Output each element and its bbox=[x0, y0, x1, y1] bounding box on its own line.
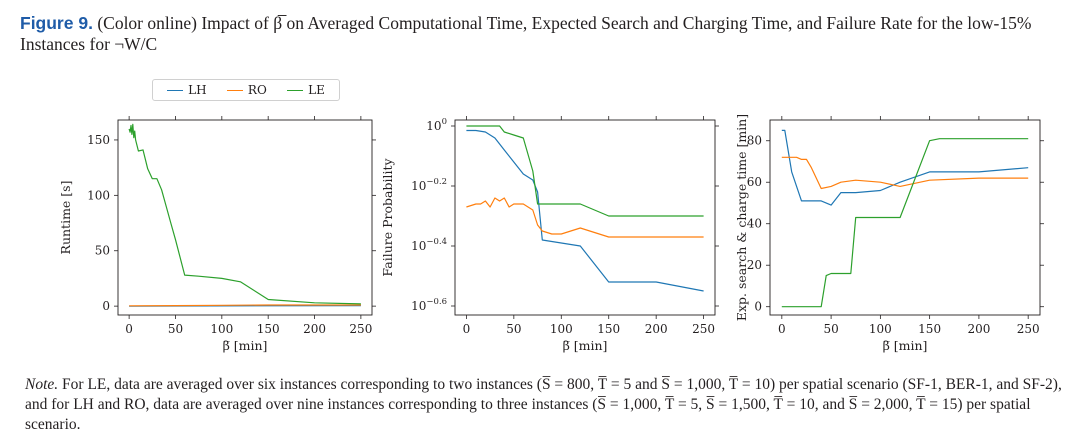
search-charge-xtick-label: 100 bbox=[869, 322, 892, 336]
runtime-chart: 0 50 100 150 200 250 0 50 100 150 β̅ [min] Runtime … bbox=[58, 116, 376, 353]
search-charge-xlabel: β̅ [min] bbox=[883, 338, 928, 353]
failure-xtick-label: 50 bbox=[506, 322, 521, 336]
search-charge-ytick-label: 0 bbox=[754, 300, 762, 314]
legend-entry-ro: RO bbox=[226, 83, 267, 97]
runtime-series-ro bbox=[129, 304, 361, 307]
failure-series-le bbox=[466, 125, 704, 217]
failure-ytick-label: 10−0.6 bbox=[411, 297, 447, 313]
runtime-xlabel: β̅ [min] bbox=[223, 338, 268, 353]
search-charge-ytick-label: 20 bbox=[747, 258, 762, 272]
search-charge-axes-frame bbox=[769, 119, 1041, 316]
failure-ytick-label: 100 bbox=[426, 117, 447, 133]
failure-xlabel: β̅ [min] bbox=[563, 338, 608, 353]
failure-xtick-label: 200 bbox=[645, 322, 668, 336]
legend-label-ro: RO bbox=[247, 83, 267, 97]
figure-note: Note. For LE, data are averaged over six… bbox=[25, 375, 1085, 435]
figure-caption-text: (Color online) Impact of β̅ on Averaged … bbox=[20, 13, 1032, 54]
search-charge-time-chart: 0 50 100 150 200 250 0 20 40 60 80 β̅ [min] Exp. sea… bbox=[734, 114, 1044, 353]
search-charge-panel: 0 50 100 150 200 250 0 20 40 60 80 β̅ [min] Exp. sea… bbox=[720, 100, 1080, 369]
failure-series-ro bbox=[466, 197, 704, 238]
legend-entry-le: LE bbox=[287, 83, 325, 97]
search-charge-ytick-label: 60 bbox=[747, 175, 762, 189]
runtime-ytick-label: 50 bbox=[95, 244, 110, 258]
legend-swatch-le bbox=[287, 89, 304, 91]
failure-xtick-label: 250 bbox=[692, 322, 715, 336]
legend-label-lh: LH bbox=[188, 83, 207, 97]
search-charge-xtick-label: 0 bbox=[778, 322, 786, 336]
runtime-panel: 0 50 100 150 200 250 0 50 100 150 β̅ [min] Runtime … bbox=[0, 100, 380, 369]
runtime-axes-frame bbox=[117, 119, 373, 316]
search-charge-ytick-label: 80 bbox=[747, 134, 762, 148]
figure-caption: Figure 9. (Color online) Impact of β̅ on… bbox=[20, 13, 1080, 55]
search-charge-xtick-label: 250 bbox=[1017, 322, 1040, 336]
failure-axes-frame bbox=[454, 119, 716, 316]
runtime-xtick-label: 250 bbox=[349, 322, 372, 336]
legend-swatch-lh bbox=[167, 89, 184, 91]
failure-xtick-label: 150 bbox=[597, 322, 620, 336]
search-charge-ylabel: Exp. search & charge time [min] bbox=[734, 114, 749, 321]
runtime-ytick-label: 0 bbox=[102, 299, 110, 313]
note-text: For LE, data are averaged over six insta… bbox=[25, 376, 1062, 433]
failure-ylabel: Failure Probability bbox=[380, 158, 395, 277]
failure-ytick-label: 10−0.4 bbox=[411, 237, 447, 253]
failure-series-lh bbox=[466, 129, 704, 292]
search-charge-ytick-label: 40 bbox=[747, 217, 762, 231]
runtime-xtick-label: 100 bbox=[210, 322, 233, 336]
note-lead: Note. bbox=[25, 376, 59, 393]
search-charge-xtick-label: 150 bbox=[918, 322, 941, 336]
legend-swatch-ro bbox=[226, 89, 243, 91]
legend: LH RO LE bbox=[152, 79, 340, 101]
search-charge-series-ro bbox=[781, 156, 1029, 190]
search-charge-series-le bbox=[781, 138, 1029, 308]
runtime-ylabel: Runtime [s] bbox=[58, 181, 73, 255]
runtime-series-le bbox=[128, 123, 361, 305]
runtime-xtick-label: 150 bbox=[257, 322, 280, 336]
failure-ytick-label: 10−0.2 bbox=[411, 177, 447, 193]
runtime-ytick-label: 150 bbox=[87, 133, 110, 147]
runtime-ytick-label: 100 bbox=[87, 188, 110, 202]
failure-probability-chart: 0 50 100 150 200 250 100 10−0.2 10−0.4 10−0.6 β̅ [… bbox=[380, 116, 719, 353]
runtime-xtick-label: 50 bbox=[168, 322, 183, 336]
search-charge-series-lh bbox=[781, 129, 1029, 206]
runtime-xtick-label: 200 bbox=[303, 322, 326, 336]
failure-xtick-label: 0 bbox=[463, 322, 471, 336]
legend-label-le: LE bbox=[308, 83, 325, 97]
failure-xtick-label: 100 bbox=[550, 322, 573, 336]
runtime-xtick-label: 0 bbox=[125, 322, 133, 336]
search-charge-xtick-label: 200 bbox=[967, 322, 990, 336]
failure-panel: 0 50 100 150 200 250 100 10−0.2 10−0.4 10−0.6 β̅ [… bbox=[370, 100, 720, 369]
search-charge-xtick-label: 50 bbox=[823, 322, 838, 336]
legend-entry-lh: LH bbox=[167, 83, 207, 97]
figure-label: Figure 9. bbox=[20, 13, 93, 33]
